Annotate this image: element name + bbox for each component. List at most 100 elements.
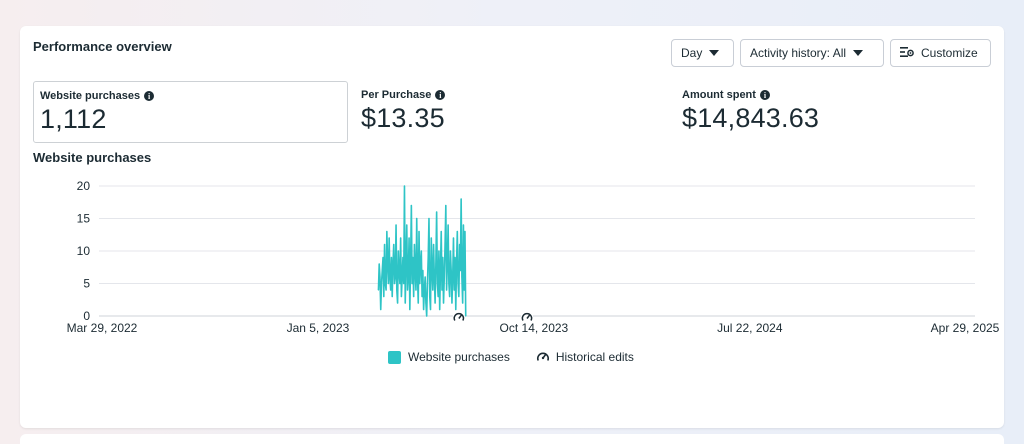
data-point [397,250,399,252]
chevron-down-icon [709,50,720,56]
data-point [419,282,421,285]
data-point [384,282,386,285]
data-point [383,243,386,246]
data-point [429,295,431,298]
data-point [452,276,454,278]
data-point [462,224,465,226]
data-point [390,256,393,259]
period-dropdown-label: Day [681,46,703,60]
data-point [439,308,441,311]
data-point [380,308,382,311]
activity-history-label: Activity history: All [750,46,847,60]
data-point [427,256,429,259]
y-tick-label: 5 [83,277,90,291]
metric-label: Amount spent [682,89,756,101]
data-point [385,289,387,291]
data-point [448,282,450,285]
data-point [442,256,444,259]
data-point [437,295,439,298]
data-point [396,302,399,304]
data-point [457,282,459,285]
legend-item-edits[interactable]: Historical edits [536,350,634,364]
data-point [407,276,409,278]
info-icon[interactable]: i [144,91,155,101]
data-point [396,289,398,291]
data-point [391,295,393,298]
data-point [426,282,429,285]
data-point [429,308,432,311]
period-dropdown[interactable]: Day [671,39,734,67]
activity-history-dropdown[interactable]: Activity history: All [740,39,884,67]
data-point [458,295,460,298]
data-point [449,295,451,298]
data-point [382,256,384,259]
info-icon[interactable]: i [759,90,770,100]
data-point [399,282,401,285]
chart-title: Website purchases [33,150,152,165]
data-point [378,263,380,265]
next-card-edge [20,434,1004,444]
metric-value: $14,843.63 [682,103,820,133]
data-point [421,295,423,298]
historical-edit-marker-icon [520,311,533,323]
data-point [445,289,448,291]
data-point [408,237,410,239]
data-point [430,237,432,239]
performance-overview-card: Performance overview Day Activity histor… [20,26,1004,428]
data-point [415,289,417,291]
data-point [434,302,436,304]
data-point [416,276,419,278]
data-point [443,276,445,278]
data-point [413,243,416,246]
metric-label: Website purchases [40,90,141,102]
data-point [459,243,461,246]
x-tick-label: Oct 14, 2023 [500,321,569,335]
data-point [435,263,437,265]
data-point [441,289,443,291]
data-point [431,269,433,272]
legend-series-label: Website purchases [408,350,510,364]
data-point [404,302,406,304]
metric-label-row: Amount spent i [682,89,982,101]
data-point [455,308,457,311]
x-tick-label: Jan 5, 2023 [287,321,350,335]
info-icon[interactable]: i [435,90,446,100]
data-point [414,269,416,272]
data-point [460,198,462,200]
data-point [450,269,452,272]
data-point [422,269,424,272]
data-point [395,224,397,226]
data-point [444,243,446,246]
data-point [428,217,430,220]
data-point [394,276,396,278]
data-point [455,263,458,265]
metric-website-purchases[interactable]: Website purchases i 1,112 [33,81,348,143]
data-point [436,211,438,213]
data-point [461,276,463,278]
panel-title: Performance overview [33,39,172,54]
data-point [438,250,440,252]
data-point [379,276,381,278]
historical-edit-icon [536,350,550,364]
data-point [416,217,418,220]
metric-per-purchase[interactable]: Per Purchase i $13.35 [361,81,661,143]
data-point [418,230,420,233]
data-point [423,289,425,291]
data-point [409,308,411,311]
data-point [393,282,396,285]
y-tick-label: 15 [77,212,91,226]
data-point [387,263,389,265]
data-point [402,256,404,259]
customize-button[interactable]: Customize [890,39,991,67]
metric-value: $13.35 [361,103,445,133]
customize-label: Customize [921,46,978,60]
chevron-down-icon [853,50,864,56]
legend-item-series[interactable]: Website purchases [388,350,510,364]
data-point [389,276,391,278]
data-point [432,289,434,291]
data-point [453,289,455,291]
data-point [406,289,409,291]
data-point [425,302,427,304]
metric-amount-spent[interactable]: Amount spent i $14,843.63 [682,81,982,143]
data-point [439,269,442,272]
